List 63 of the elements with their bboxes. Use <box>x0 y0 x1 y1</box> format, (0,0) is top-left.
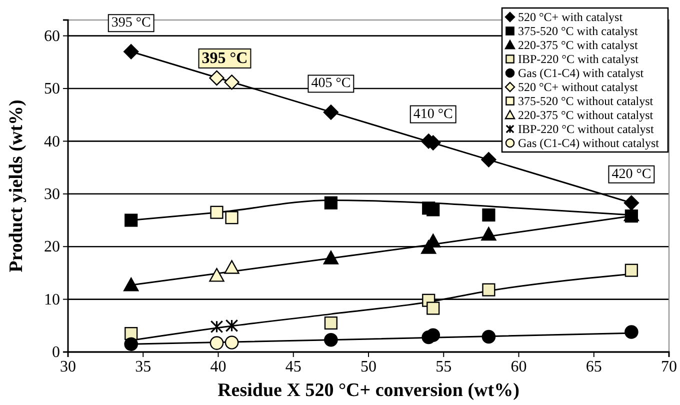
point <box>124 214 138 227</box>
point <box>224 336 239 350</box>
point <box>224 74 240 90</box>
point <box>426 203 440 216</box>
y-tick-label: 60 <box>44 28 60 45</box>
point <box>481 152 496 168</box>
legend-label: 375-520 °C without catalyst <box>518 94 654 108</box>
legend-label: Gas (C1-C4) without catalyst <box>518 136 660 150</box>
point <box>323 104 339 120</box>
annotation: 410 °C <box>413 106 453 122</box>
annotation: 405 °C <box>311 76 351 92</box>
x-tick-label: 40 <box>210 358 226 376</box>
annotation: 420 °C <box>612 166 652 182</box>
legend-label: 520 °C+ without catalyst <box>518 80 639 94</box>
point <box>210 320 224 334</box>
y-tick-label: 10 <box>44 291 60 308</box>
annotation: 395 °C <box>111 16 151 31</box>
y-tick-label: 0 <box>52 344 60 362</box>
point <box>323 250 339 264</box>
x-tick-label: 45 <box>285 358 302 376</box>
legend-label: 220-375 °C with catalyst <box>518 38 638 52</box>
x-tick-label: 60 <box>510 358 527 376</box>
point <box>209 268 224 282</box>
point <box>482 283 496 296</box>
legend-label: 220-375 °C without catalyst <box>518 108 654 122</box>
point <box>324 332 338 347</box>
point <box>324 316 338 330</box>
y-tick-label: 40 <box>44 133 60 150</box>
point <box>209 70 224 86</box>
legend-label: IBP-220 °C without catalyst <box>518 122 654 136</box>
legend-label: 520 °C+ with catalyst <box>518 10 624 24</box>
point <box>224 260 240 274</box>
x-tick-label: 65 <box>586 358 602 376</box>
point <box>481 226 496 241</box>
x-tick-label: 30 <box>60 358 76 376</box>
point <box>426 302 440 315</box>
point <box>624 195 640 210</box>
legend-label: IBP-220 °C with catalyst <box>518 52 640 66</box>
annotation: 395 °C <box>202 50 248 67</box>
y-tick-label: 30 <box>44 186 60 204</box>
point <box>426 328 440 342</box>
y-tick-label: 20 <box>44 238 60 256</box>
point <box>624 325 638 339</box>
point <box>624 264 638 277</box>
x-axis-title: Residue X 520 °C+ conversion (wt%) <box>218 380 520 401</box>
legend-label: Gas (C1-C4) with catalyst <box>518 66 644 80</box>
point <box>124 337 138 351</box>
x-tick-label: 55 <box>436 358 452 376</box>
point <box>482 330 496 344</box>
point <box>124 44 139 60</box>
x-tick-label: 70 <box>661 358 677 376</box>
legend-label: 375-520 °C with catalyst <box>518 24 638 38</box>
point <box>210 206 224 219</box>
point <box>210 336 224 350</box>
point <box>225 211 238 224</box>
y-axis-title: Product yields (wt%) <box>6 100 27 272</box>
point <box>225 319 238 332</box>
point <box>482 208 496 222</box>
y-tick-label: 50 <box>44 80 60 98</box>
x-tick-label: 50 <box>360 358 376 376</box>
point <box>124 277 139 292</box>
point <box>324 196 338 210</box>
x-tick-label: 35 <box>135 358 152 376</box>
